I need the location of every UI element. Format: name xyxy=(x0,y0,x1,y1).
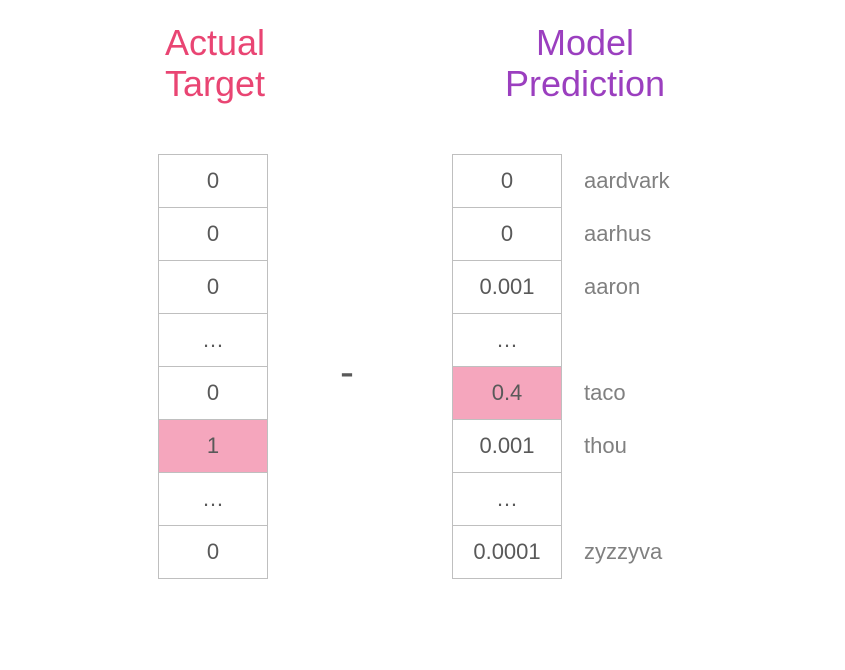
heading-line2: Prediction xyxy=(470,63,700,104)
vector-cell: … xyxy=(452,472,562,526)
vocabulary-label: taco xyxy=(572,366,670,420)
vector-cell: … xyxy=(452,313,562,367)
minus-operator: - xyxy=(340,348,354,396)
vocabulary-label xyxy=(572,472,670,526)
vocabulary-label: zyzzyva xyxy=(572,525,670,579)
vector-cell: 0.001 xyxy=(452,260,562,314)
vector-cell: 0 xyxy=(158,260,268,314)
vector-cell: 1 xyxy=(158,419,268,473)
vector-cell: 0 xyxy=(158,154,268,208)
model-prediction-heading: Model Prediction xyxy=(470,22,700,105)
vector-cell: 0.0001 xyxy=(452,525,562,579)
vocabulary-label xyxy=(572,313,670,367)
vocabulary-label: aaron xyxy=(572,260,670,314)
vector-cell: 0.001 xyxy=(452,419,562,473)
actual-target-vector: 000…01…0 xyxy=(158,154,268,579)
vector-cell: 0.4 xyxy=(452,366,562,420)
vocabulary-label: aarhus xyxy=(572,207,670,261)
vector-cell: 0 xyxy=(452,154,562,208)
vector-cell: 0 xyxy=(158,207,268,261)
vocabulary-label: thou xyxy=(572,419,670,473)
vector-cell: … xyxy=(158,313,268,367)
vocabulary-label: aardvark xyxy=(572,154,670,208)
heading-line1: Model xyxy=(470,22,700,63)
vector-cell: 0 xyxy=(158,366,268,420)
heading-line1: Actual xyxy=(125,22,305,63)
vector-cell: … xyxy=(158,472,268,526)
heading-line2: Target xyxy=(125,63,305,104)
actual-target-heading: Actual Target xyxy=(125,22,305,105)
model-prediction-vector: 000.001…0.40.001…0.0001 xyxy=(452,154,562,579)
vocabulary-labels: aardvarkaarhusaaron tacothou zyzzyva xyxy=(572,154,670,579)
vector-cell: 0 xyxy=(158,525,268,579)
vector-cell: 0 xyxy=(452,207,562,261)
